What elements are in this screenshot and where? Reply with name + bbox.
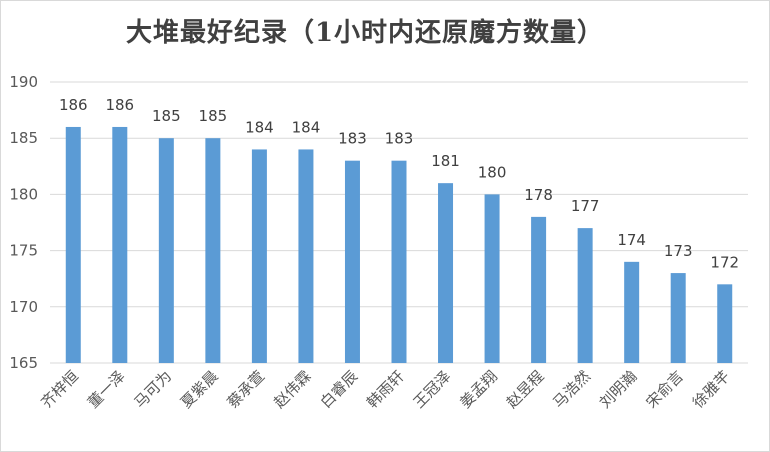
x-tick-label: 白睿辰 (317, 367, 362, 412)
y-tick-label: 190 (9, 73, 38, 91)
bar (670, 273, 686, 363)
y-tick-label: 185 (9, 129, 38, 147)
data-label: 185 (152, 107, 181, 125)
bar (298, 149, 314, 363)
bar (112, 126, 128, 364)
data-label: 186 (105, 96, 134, 114)
x-axis-ticks: 齐梓恒 董一泽 马可为 夏紫晨 蔡承萱 赵伟霖 白睿辰 韩雨轩 王冠泽 姜孟翔 赵昱程 马浩然 刘明瀚宋… (38, 367, 734, 412)
x-tick-label: 宋俞言 (642, 367, 687, 412)
x-tick-label: 徐雅芊 (689, 367, 734, 412)
bar (717, 284, 733, 363)
y-tick-label: 175 (9, 242, 38, 260)
x-tick-label: 马可为 (131, 367, 176, 412)
x-tick-label: 蔡承萱 (224, 367, 269, 412)
bar (624, 261, 640, 363)
bar (65, 126, 81, 364)
bar (344, 160, 360, 363)
x-tick-label: 夏紫晨 (177, 367, 222, 412)
bar (484, 194, 500, 363)
x-tick-label: 赵昱程 (503, 367, 548, 412)
data-label: 183 (385, 130, 414, 148)
x-tick-label: 姜孟翔 (456, 367, 501, 412)
x-tick-label: 王冠泽 (410, 367, 455, 412)
data-label: 185 (199, 107, 228, 125)
y-tick-label: 165 (9, 354, 38, 372)
bar (438, 183, 454, 363)
data-label: 183 (338, 130, 367, 148)
bars (65, 126, 733, 364)
x-tick-label: 齐梓恒 (38, 367, 83, 412)
bar (251, 149, 267, 363)
y-tick-label: 170 (9, 298, 38, 316)
data-label: 178 (524, 186, 553, 204)
x-tick-label: 赵伟霖 (270, 367, 315, 412)
x-tick-label: 马浩然 (549, 367, 594, 412)
bar (391, 160, 407, 363)
data-label: 186 (59, 96, 88, 114)
data-label: 184 (292, 118, 321, 136)
chart-title: 大堆最好纪录（1小时内还原魔方数量） (125, 18, 605, 48)
data-label: 180 (478, 163, 507, 181)
data-label: 184 (245, 118, 274, 136)
data-label: 177 (571, 197, 600, 215)
y-axis-ticks: 165 170 175 180 185 190 (9, 73, 38, 372)
data-label: 181 (431, 152, 460, 170)
x-tick-label: 韩雨轩 (363, 367, 408, 412)
data-label: 174 (617, 231, 646, 249)
bar (205, 138, 221, 363)
data-label: 173 (664, 242, 693, 260)
x-tick-label: 董一泽 (84, 367, 129, 412)
data-labels: 186 186 185 185 184 184 183 183 181 180 178 177 174 1… (59, 96, 739, 271)
bar (158, 138, 174, 363)
bar (577, 228, 593, 363)
y-tick-label: 180 (9, 185, 38, 203)
data-label: 172 (710, 253, 739, 271)
x-tick-label: 刘明瀚 (596, 367, 641, 412)
bar (531, 216, 547, 363)
